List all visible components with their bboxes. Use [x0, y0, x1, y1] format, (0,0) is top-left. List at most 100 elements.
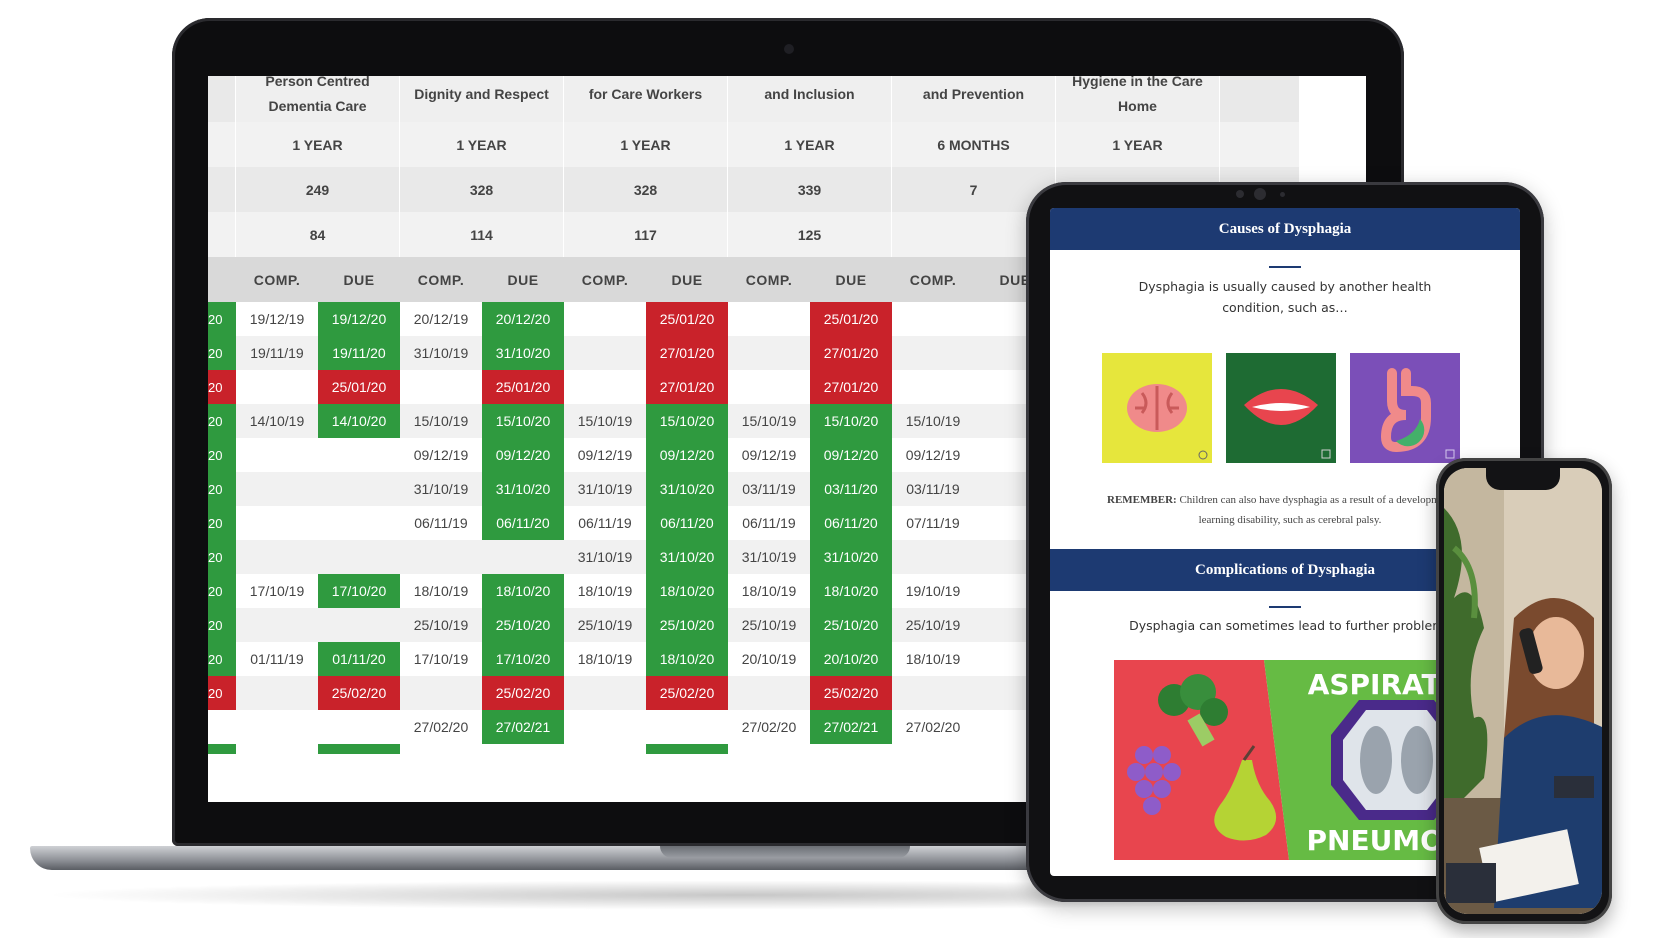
due-date-cell[interactable]: 27/01/20 [646, 336, 728, 370]
due-date-cell[interactable]: 06/11/20 [646, 506, 728, 540]
course-column-header[interactable]: Hygiene in the Care Home [1056, 76, 1220, 122]
due-date-cell-partial: 20 [208, 608, 236, 642]
course-column-header[interactable]: and Inclusion [728, 76, 892, 122]
laptop-opening-notch [660, 846, 910, 858]
completed-date-cell: 31/10/19 [728, 540, 810, 574]
grapes-icon [1127, 746, 1181, 815]
due-date-cell[interactable]: 27/01/20 [810, 370, 892, 404]
due-date-cell[interactable]: 03/11/20 [810, 472, 892, 506]
due-date-cell[interactable]: 25/10/20 [810, 608, 892, 642]
due-date-cell[interactable]: 20/12/20 [482, 302, 564, 336]
due-date-cell[interactable]: 20/10/20 [810, 642, 892, 676]
due-date-cell[interactable]: 19/12/20 [318, 302, 400, 336]
completed-date-cell [892, 370, 974, 404]
due-date-cell[interactable]: 19/11/20 [318, 336, 400, 370]
due-date-cell[interactable] [318, 506, 400, 540]
due-date-cell[interactable]: 18/10/20 [646, 574, 728, 608]
due-date-cell[interactable]: 25/01/20 [646, 302, 728, 336]
mouth-tile[interactable] [1226, 353, 1336, 463]
due-date-cell[interactable]: 27/02/21 [810, 710, 892, 744]
due-date-cell[interactable]: 06/11/20 [482, 506, 564, 540]
completed-date-cell [892, 676, 974, 710]
due-date-cell[interactable]: 31/10/20 [482, 336, 564, 370]
completed-date-cell: 09/12/19 [564, 438, 646, 472]
due-date-cell-partial: 20 [208, 574, 236, 608]
course-column-header[interactable]: for Care Workers [564, 76, 728, 122]
completed-date-cell [236, 676, 318, 710]
completed-date-cell: 06/11/19 [564, 506, 646, 540]
due-date-cell[interactable] [318, 472, 400, 506]
due-date-cell[interactable]: 17/10/20 [318, 574, 400, 608]
due-date-cell[interactable]: 18/10/20 [646, 642, 728, 676]
due-date-cell[interactable]: 31/10/20 [810, 540, 892, 574]
completed-date-cell: 17/10/19 [236, 574, 318, 608]
due-date-cell[interactable] [318, 608, 400, 642]
completed-date-cell: 09/12/19 [728, 438, 810, 472]
due-date-cell[interactable]: 18/10/20 [810, 574, 892, 608]
completed-date-cell: 06/11/19 [400, 506, 482, 540]
completed-date-cell: 18/10/19 [564, 642, 646, 676]
course-title-line: and Prevention [922, 85, 1025, 102]
completed-date-cell [892, 540, 974, 574]
completed-date-cell [564, 676, 646, 710]
due-date-cell-partial: 20 [208, 540, 236, 574]
due-date-cell[interactable]: 25/01/20 [810, 302, 892, 336]
due-date-cell[interactable]: 15/10/20 [482, 404, 564, 438]
due-date-cell[interactable]: 27/01/20 [810, 336, 892, 370]
remember-label: REMEMBER: [1107, 494, 1177, 506]
due-date-cell[interactable]: 09/12/20 [482, 438, 564, 472]
due-date-cell[interactable]: 09/12/20 [646, 438, 728, 472]
due-date-cell-partial: 20 [208, 642, 236, 676]
completed-date-cell: 15/10/19 [892, 404, 974, 438]
completed-date-cell: 03/11/19 [728, 472, 810, 506]
completed-date-cell [236, 710, 318, 744]
gutter-cell [208, 257, 236, 302]
due-date-cell[interactable]: 27/02/21 [482, 710, 564, 744]
remember-note: REMEMBER: Children can also have dysphag… [1090, 490, 1490, 530]
due-date-cell[interactable]: 25/02/20 [318, 676, 400, 710]
due-date-cell[interactable] [318, 540, 400, 574]
due-date-cell[interactable]: 01/11/20 [318, 642, 400, 676]
course-column-header[interactable]: and Prevention [892, 76, 1056, 122]
stomach-tile[interactable] [1350, 353, 1460, 463]
due-date-cell[interactable]: 27/01/20 [646, 370, 728, 404]
completed-date-cell [236, 608, 318, 642]
due-date-cell[interactable]: 25/02/20 [482, 676, 564, 710]
care-worker-on-phone-photo [1444, 468, 1602, 914]
row-peek [318, 744, 400, 754]
due-date-cell[interactable]: 25/10/20 [482, 608, 564, 642]
completed-date-cell: 15/10/19 [728, 404, 810, 438]
due-date-cell[interactable]: 31/10/20 [482, 472, 564, 506]
renewal-frequency-cell: 1 YEAR [236, 122, 400, 167]
due-date-cell[interactable] [318, 438, 400, 472]
due-date-cell[interactable]: 14/10/20 [318, 404, 400, 438]
due-date-cell[interactable]: 31/10/20 [646, 472, 728, 506]
due-date-cell[interactable] [646, 710, 728, 744]
brain-tile[interactable] [1102, 353, 1212, 463]
completed-count-cell: 114 [400, 212, 564, 257]
completed-date-cell: 19/10/19 [892, 574, 974, 608]
due-date-cell[interactable]: 25/01/20 [482, 370, 564, 404]
due-date-cell[interactable]: 25/01/20 [318, 370, 400, 404]
completed-date-cell: 31/10/19 [400, 336, 482, 370]
due-date-cell[interactable]: 17/10/20 [482, 642, 564, 676]
course-column-header[interactable]: Dignity and Respect [400, 76, 564, 122]
due-date-cell[interactable]: 25/02/20 [810, 676, 892, 710]
course-column-header[interactable]: Person Centred Dementia Care [236, 76, 400, 122]
due-date-cell[interactable]: 06/11/20 [810, 506, 892, 540]
completed-date-cell [564, 370, 646, 404]
due-date-cell[interactable]: 31/10/20 [646, 540, 728, 574]
completed-date-cell [564, 710, 646, 744]
due-date-cell[interactable]: 15/10/20 [810, 404, 892, 438]
due-date-cell[interactable] [318, 710, 400, 744]
due-date-cell[interactable]: 25/02/20 [646, 676, 728, 710]
due-date-cell[interactable]: 18/10/20 [482, 574, 564, 608]
causes-intro: Dysphagia is usually caused by another h… [1138, 279, 1432, 315]
completed-date-cell: 14/10/19 [236, 404, 318, 438]
due-date-cell[interactable] [482, 540, 564, 574]
comp-subheader: COMP. [728, 257, 810, 302]
course-title-line: Dignity and Respect [414, 85, 549, 102]
due-date-cell[interactable]: 15/10/20 [646, 404, 728, 438]
due-date-cell[interactable]: 25/10/20 [646, 608, 728, 642]
due-date-cell[interactable]: 09/12/20 [810, 438, 892, 472]
